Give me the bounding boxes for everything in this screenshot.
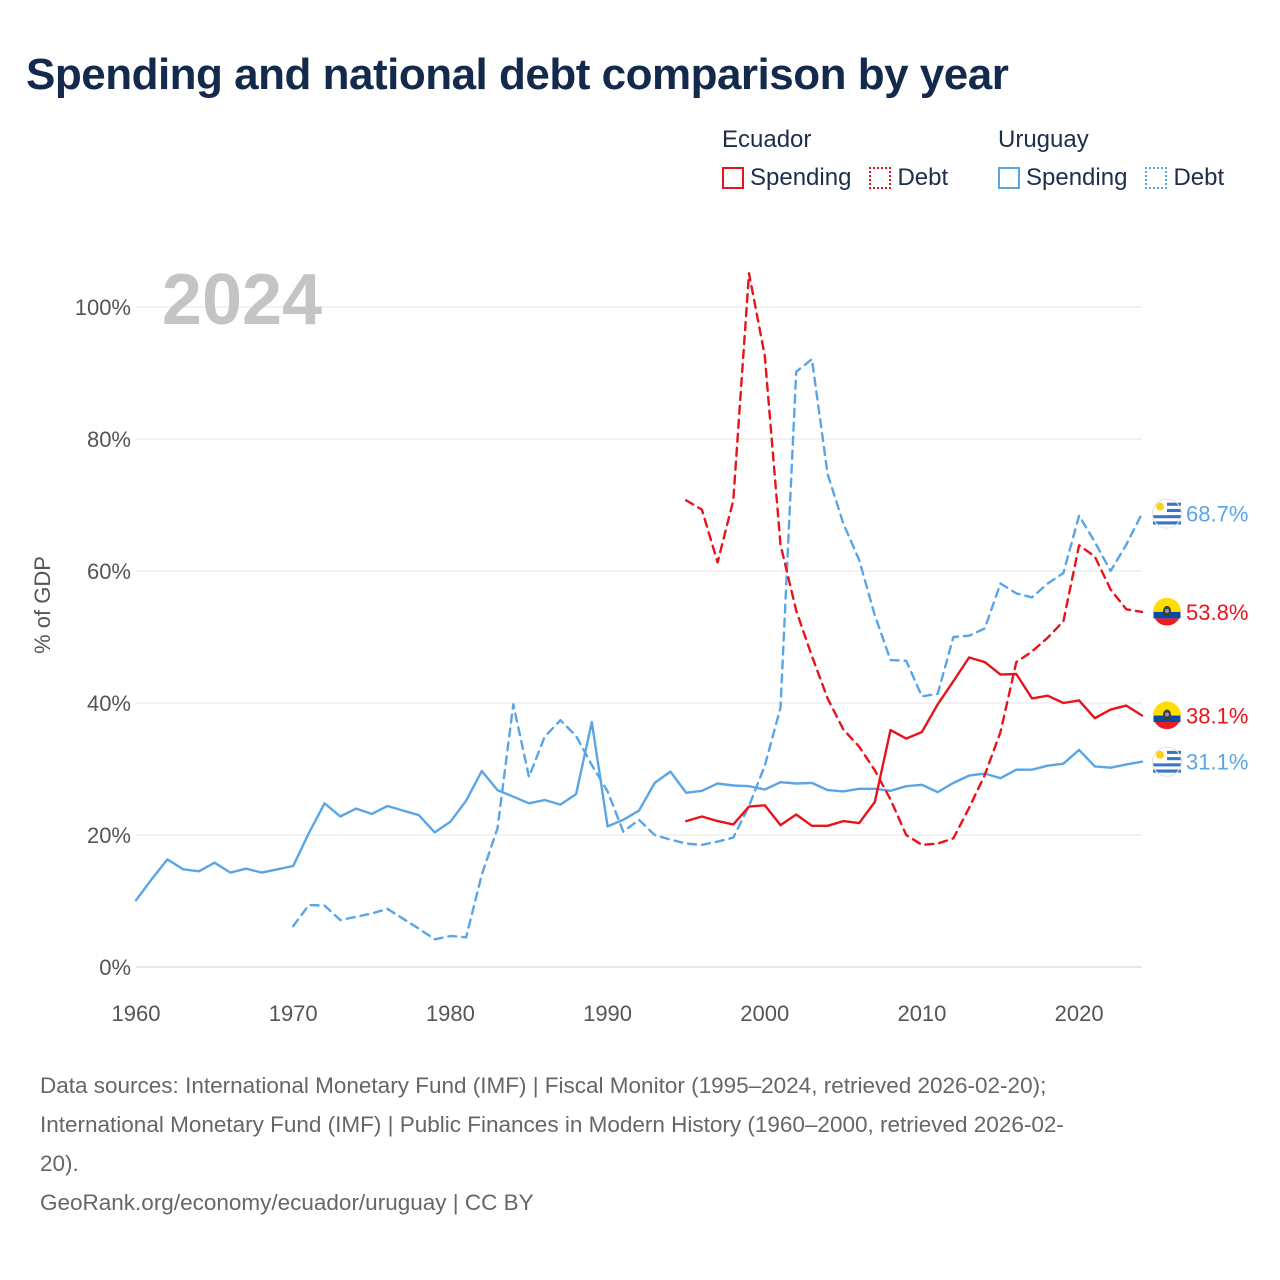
- x-axis: 1960 1970 1980 1990 2000 2010 2020: [112, 1001, 1104, 1026]
- legend-item-label: Spending: [1026, 164, 1128, 191]
- legend-item-label: Spending: [750, 164, 852, 191]
- legend-country-label-uruguay: Uruguay: [998, 126, 1089, 153]
- x-tick-label: 1980: [426, 1001, 475, 1026]
- legend-uruguay: Uruguay Spending Debt: [998, 124, 1224, 192]
- series-lines: [134, 272, 1144, 941]
- end-marker-ecuador-spending: 38.1%: [1152, 700, 1248, 731]
- attribution-link[interactable]: GeoRank.org/economy/ecuador/uruguay | CC…: [40, 1190, 534, 1215]
- end-marker-uruguay-spending: 31.1%: [1152, 746, 1248, 777]
- y-tick-label: 60%: [87, 559, 131, 584]
- x-tick-label: 1960: [112, 1001, 161, 1026]
- series-line-ecuador-debt[interactable]: [685, 272, 1144, 847]
- legend-ecuador: Ecuador Spending Debt: [722, 124, 948, 192]
- y-tick-label: 40%: [87, 691, 131, 716]
- ecuador-flag-icon: [1152, 596, 1182, 627]
- legend-swatch-dashed-icon: [1145, 167, 1168, 189]
- series-line-uruguay-debt[interactable]: [292, 357, 1144, 941]
- line-chart: 2024 0% 20% 40% 60% 80% 100% 1960 1970 1980 1990…: [30, 260, 1248, 1026]
- sources-line-2: International Monetary Fund (IMF) | Publ…: [40, 1112, 1064, 1137]
- x-tick-label: 1970: [269, 1001, 318, 1026]
- uruguay-flag-icon: [1152, 746, 1182, 777]
- x-tick-label: 2020: [1055, 1001, 1104, 1026]
- legend-swatch-solid-icon: [722, 167, 744, 189]
- legend-item-ecuador-debt[interactable]: Debt: [869, 164, 948, 192]
- end-marker-ecuador-debt: 53.8%: [1152, 596, 1248, 627]
- ecuador-flag-icon: [1152, 700, 1182, 731]
- y-tick-label: 0%: [99, 955, 131, 980]
- x-tick-label: 1990: [583, 1001, 632, 1026]
- uruguay-flag-icon: [1152, 498, 1182, 529]
- series-line-uruguay-spending[interactable]: [134, 720, 1144, 902]
- y-axis: 0% 20% 40% 60% 80% 100%: [75, 295, 131, 980]
- sources-line-3: 20).: [40, 1151, 79, 1176]
- end-value-label: 53.8%: [1186, 600, 1248, 625]
- legend-country-label-ecuador: Ecuador: [722, 126, 812, 153]
- year-label: 2024: [162, 260, 322, 340]
- series-line-ecuador-spending[interactable]: [685, 656, 1144, 827]
- legend-item-uruguay-debt[interactable]: Debt: [1145, 164, 1224, 192]
- y-tick-label: 100%: [75, 295, 131, 320]
- gridlines: [136, 306, 1142, 968]
- x-tick-label: 2010: [897, 1001, 946, 1026]
- end-marker-uruguay-debt: 68.7%: [1152, 498, 1248, 529]
- legend-item-ecuador-spending[interactable]: Spending: [722, 164, 851, 192]
- y-tick-label: 20%: [87, 823, 131, 848]
- legend-swatch-solid-icon: [998, 167, 1020, 189]
- y-axis-title: % of GDP: [30, 556, 55, 654]
- legend-swatch-dashed-icon: [869, 167, 892, 189]
- page-title: Spending and national debt comparison by…: [26, 50, 1009, 99]
- end-value-label: 68.7%: [1186, 502, 1248, 527]
- footer: Data sources: International Monetary Fun…: [40, 1066, 1240, 1222]
- legend-item-label: Debt: [897, 164, 949, 191]
- end-value-label: 38.1%: [1186, 704, 1248, 729]
- legend-item-uruguay-spending[interactable]: Spending: [998, 164, 1127, 192]
- end-value-label: 31.1%: [1186, 750, 1248, 775]
- x-tick-label: 2000: [740, 1001, 789, 1026]
- end-labels: 31.1% 68.7% 38.1% 53.8%: [1152, 498, 1248, 777]
- sources-line-1: Data sources: International Monetary Fun…: [40, 1073, 1047, 1098]
- legend-item-label: Debt: [1173, 164, 1225, 191]
- y-tick-label: 80%: [87, 427, 131, 452]
